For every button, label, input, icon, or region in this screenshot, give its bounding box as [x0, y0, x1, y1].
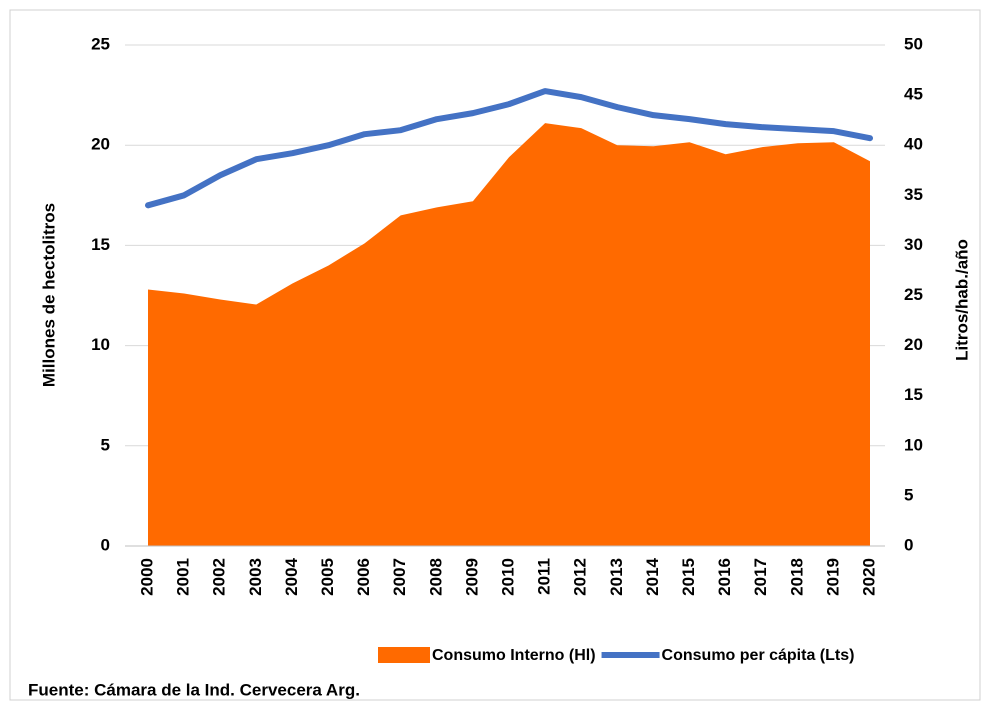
- x-tick-label: 2018: [787, 558, 806, 596]
- y-tick-label: 20: [91, 135, 110, 154]
- x-tick-label: 2013: [607, 558, 626, 596]
- legend-label: Consumo Interno (Hl): [432, 647, 596, 664]
- y-tick-label: 5: [101, 435, 110, 454]
- y-axis-title: Millones de hectolitros: [39, 203, 58, 387]
- y2-tick-label: 45: [904, 85, 923, 104]
- y-tick-label: 0: [101, 535, 110, 554]
- y2-tick-label: 40: [904, 135, 923, 154]
- x-tick-label: 2003: [246, 558, 265, 596]
- x-tick-label: 2010: [498, 558, 517, 596]
- legend-label: Consumo per cápita (Lts): [662, 647, 855, 664]
- line: [145, 88, 873, 209]
- x-tick-label: 2009: [462, 558, 481, 596]
- x-tick-label: 2001: [174, 558, 193, 596]
- x-tick-label: 2008: [426, 558, 445, 596]
- y2-tick-label: 20: [904, 335, 923, 354]
- x-tick-label: 2019: [823, 558, 842, 596]
- x-tick-label: 2017: [751, 558, 770, 596]
- x-tick-label: 2004: [282, 557, 301, 595]
- x-tick-label: 2000: [137, 558, 156, 596]
- y2-tick-label: 10: [904, 435, 923, 454]
- y2-tick-label: 35: [904, 185, 923, 204]
- y2-tick-label: 30: [904, 235, 923, 254]
- source-note: Fuente: Cámara de la Ind. Cervecera Arg.: [28, 680, 360, 699]
- y-tick-label: 25: [91, 34, 110, 53]
- legend-swatch: [378, 647, 430, 663]
- x-tick-label: 2006: [354, 558, 373, 596]
- y2-tick-label: 50: [904, 34, 923, 53]
- y-tick-label: 15: [91, 235, 110, 254]
- x-tick-label: 2005: [318, 558, 337, 596]
- y-tick-label: 10: [91, 335, 110, 354]
- y2-tick-label: 5: [904, 485, 913, 504]
- y2-tick-label: 15: [904, 385, 923, 404]
- y2-axis-title: Litros/hab./año: [952, 239, 971, 361]
- x-tick-label: 2011: [535, 558, 554, 595]
- x-tick-label: 2014: [643, 557, 662, 595]
- x-tick-label: 2020: [859, 558, 878, 596]
- y2-tick-label: 0: [904, 535, 913, 554]
- x-tick-label: 2007: [390, 558, 409, 596]
- x-tick-label: 2002: [210, 558, 229, 596]
- x-tick-label: 2012: [571, 558, 590, 596]
- area: [148, 123, 870, 546]
- x-tick-label: 2016: [715, 558, 734, 596]
- x-tick-label: 2015: [679, 558, 698, 596]
- y2-tick-label: 25: [904, 285, 923, 304]
